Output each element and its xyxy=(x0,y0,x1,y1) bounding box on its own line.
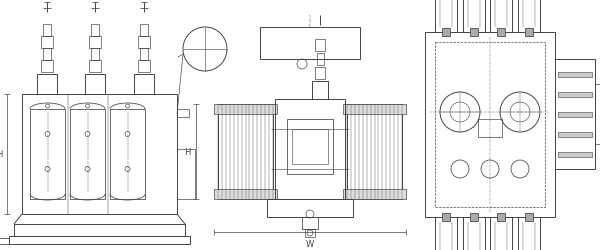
Bar xyxy=(315,68,325,80)
Bar xyxy=(524,29,533,37)
Bar xyxy=(37,75,57,94)
Bar xyxy=(497,29,505,37)
Bar xyxy=(9,236,190,244)
Bar xyxy=(490,0,512,33)
Text: H: H xyxy=(0,150,2,159)
Bar xyxy=(343,104,406,115)
Bar xyxy=(463,0,485,33)
Bar xyxy=(517,0,539,33)
Bar xyxy=(292,130,328,164)
Bar xyxy=(91,25,99,37)
Bar xyxy=(43,49,51,61)
Bar xyxy=(134,75,154,94)
Bar xyxy=(343,189,406,199)
Bar xyxy=(214,189,277,199)
Bar xyxy=(347,104,402,199)
Bar xyxy=(312,82,328,100)
Bar xyxy=(41,37,53,49)
Bar xyxy=(0,238,9,244)
Bar xyxy=(315,40,325,52)
Bar xyxy=(302,217,318,229)
Bar xyxy=(275,100,345,199)
Bar xyxy=(70,110,105,199)
Bar xyxy=(558,152,592,157)
Bar xyxy=(517,217,539,250)
Text: W: W xyxy=(306,240,314,248)
Bar xyxy=(85,75,105,94)
Bar xyxy=(89,37,101,49)
Bar xyxy=(524,213,533,221)
Bar xyxy=(177,110,189,118)
Bar xyxy=(140,49,148,61)
Bar xyxy=(138,37,150,49)
Bar xyxy=(463,217,485,250)
Bar xyxy=(43,25,51,37)
Bar xyxy=(317,54,324,66)
Bar xyxy=(41,61,53,73)
Bar xyxy=(442,213,450,221)
Bar xyxy=(470,29,478,37)
Bar xyxy=(30,110,65,199)
Bar xyxy=(218,104,273,199)
Bar xyxy=(595,85,600,144)
Bar xyxy=(435,0,457,33)
Bar xyxy=(497,213,505,221)
Bar xyxy=(555,60,595,169)
Bar xyxy=(138,61,150,73)
Bar xyxy=(260,28,360,60)
Bar xyxy=(305,229,315,237)
Bar xyxy=(177,150,195,199)
Bar xyxy=(470,213,478,221)
Text: H: H xyxy=(184,148,190,156)
Bar xyxy=(558,132,592,138)
Bar xyxy=(425,33,555,217)
Bar xyxy=(140,25,148,37)
Bar xyxy=(22,94,177,214)
Bar xyxy=(558,112,592,117)
Bar xyxy=(435,43,545,207)
Bar xyxy=(558,93,592,98)
Bar xyxy=(91,49,99,61)
Bar xyxy=(267,199,353,217)
Bar xyxy=(435,217,457,250)
Bar xyxy=(14,224,185,236)
Bar xyxy=(478,120,502,138)
Bar xyxy=(89,61,101,73)
Bar xyxy=(490,217,512,250)
Bar xyxy=(442,29,450,37)
Bar xyxy=(110,110,145,199)
Bar xyxy=(558,73,592,78)
Bar xyxy=(287,120,333,174)
Bar xyxy=(214,104,277,115)
